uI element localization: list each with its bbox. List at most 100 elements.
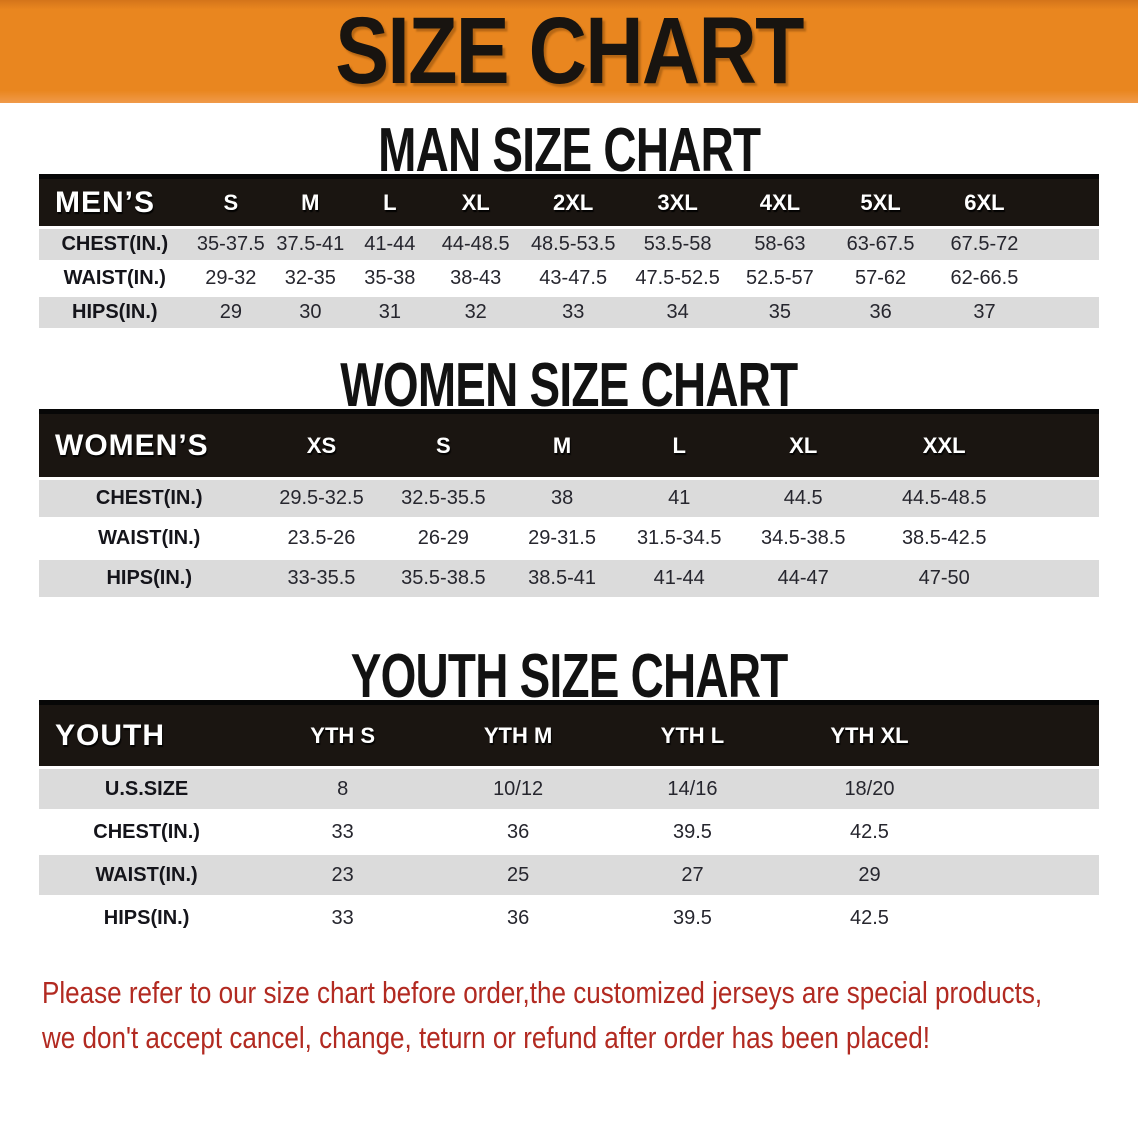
table-cell: 33 <box>254 812 432 855</box>
table-cell: 14/16 <box>605 769 780 812</box>
row-label: CHEST(IN.) <box>39 812 255 855</box>
table-cell: 47-50 <box>868 560 1020 600</box>
filler-cell <box>959 769 1099 812</box>
row-label: WAIST(IN.) <box>39 520 260 560</box>
table-row: WAIST(IN.) 23 25 27 29 <box>39 855 1099 898</box>
table-cell: 41-44 <box>349 229 431 263</box>
column-header: 6XL <box>931 174 1038 229</box>
table-cell: 18/20 <box>779 769 960 812</box>
table-cell: 35-38 <box>349 263 431 297</box>
column-header: XXL <box>868 409 1020 480</box>
filler-cell <box>959 812 1099 855</box>
table-row: CHEST(IN.) 33 36 39.5 42.5 <box>39 812 1099 855</box>
table-cell: 39.5 <box>605 812 780 855</box>
table-row: CHEST(IN.) 35-37.5 37.5-41 41-44 44-48.5… <box>39 229 1099 263</box>
table-row: HIPS(IN.) 29 30 31 32 33 34 35 36 37 <box>39 297 1099 331</box>
table-cell: 32.5-35.5 <box>383 480 504 520</box>
table-cell: 48.5-53.5 <box>521 229 626 263</box>
table-cell: 42.5 <box>779 812 960 855</box>
womens-corner-label: WOMEN’S <box>39 409 260 480</box>
table-cell: 31.5-34.5 <box>620 520 738 560</box>
table-cell: 63-67.5 <box>829 229 932 263</box>
table-cell: 38 <box>503 480 621 520</box>
column-header: 3XL <box>625 174 731 229</box>
disclaimer-line-2: we don't accept cancel, change, teturn o… <box>42 1020 931 1055</box>
column-header: S <box>190 174 272 229</box>
column-header: L <box>620 409 738 480</box>
column-header: XS <box>259 409 384 480</box>
table-cell: 34.5-38.5 <box>737 520 869 560</box>
mens-size-table: MEN’S S M L XL 2XL 3XL 4XL 5XL 6XL CHEST… <box>39 174 1099 331</box>
table-cell: 37.5-41 <box>271 229 350 263</box>
column-header: YTH L <box>605 700 780 769</box>
table-cell: 42.5 <box>779 898 960 941</box>
column-header: XL <box>737 409 869 480</box>
table-row: HIPS(IN.) 33-35.5 35.5-38.5 38.5-41 41-4… <box>39 560 1099 600</box>
filler-cell <box>959 898 1099 941</box>
table-cell: 37 <box>931 297 1038 331</box>
column-header: S <box>383 409 504 480</box>
column-header: YTH S <box>254 700 432 769</box>
order-disclaimer: Please refer to our size chart before or… <box>42 970 1138 1060</box>
table-cell: 33 <box>254 898 432 941</box>
table-cell: 36 <box>431 812 606 855</box>
womens-size-table: WOMEN’S XS S M L XL XXL CHEST(IN.) 29.5-… <box>39 409 1099 600</box>
table-cell: 52.5-57 <box>730 263 830 297</box>
table-cell: 47.5-52.5 <box>625 263 731 297</box>
column-header: M <box>271 174 350 229</box>
table-cell: 44.5 <box>737 480 869 520</box>
youth-size-table: YOUTH YTH S YTH M YTH L YTH XL U.S.SIZE … <box>39 700 1099 941</box>
row-label: HIPS(IN.) <box>39 560 260 600</box>
mens-corner-label: MEN’S <box>39 174 191 229</box>
table-cell: 38.5-41 <box>503 560 621 600</box>
table-cell: 29.5-32.5 <box>259 480 384 520</box>
table-cell: 35.5-38.5 <box>383 560 504 600</box>
row-label: WAIST(IN.) <box>39 855 255 898</box>
table-header-row: MEN’S S M L XL 2XL 3XL 4XL 5XL 6XL <box>39 174 1099 229</box>
filler-cell <box>1019 520 1099 560</box>
table-cell: 33-35.5 <box>259 560 384 600</box>
column-header: YTH M <box>431 700 606 769</box>
table-cell: 27 <box>605 855 780 898</box>
table-cell: 8 <box>254 769 432 812</box>
row-label: CHEST(IN.) <box>39 480 260 520</box>
filler-cell <box>1037 229 1099 263</box>
table-header-row: WOMEN’S XS S M L XL XXL <box>39 409 1099 480</box>
table-cell: 32 <box>430 297 522 331</box>
table-cell: 53.5-58 <box>625 229 731 263</box>
table-cell: 38-43 <box>430 263 522 297</box>
table-cell: 29-31.5 <box>503 520 621 560</box>
table-cell: 41-44 <box>620 560 738 600</box>
table-cell: 23 <box>254 855 432 898</box>
table-cell: 44-48.5 <box>430 229 522 263</box>
table-cell: 44-47 <box>737 560 869 600</box>
man-section-heading: MAN SIZE CHART <box>377 116 761 185</box>
women-section-heading: WOMEN SIZE CHART <box>340 351 798 420</box>
filler-cell <box>1019 480 1099 520</box>
filler-cell <box>1019 409 1099 480</box>
row-label: CHEST(IN.) <box>39 229 191 263</box>
table-row: WAIST(IN.) 23.5-26 26-29 29-31.5 31.5-34… <box>39 520 1099 560</box>
table-cell: 29-32 <box>190 263 272 297</box>
column-header: 2XL <box>521 174 626 229</box>
row-label: HIPS(IN.) <box>39 297 191 331</box>
disclaimer-line-1: Please refer to our size chart before or… <box>42 975 1043 1010</box>
row-label: HIPS(IN.) <box>39 898 255 941</box>
column-header: 5XL <box>829 174 932 229</box>
filler-cell <box>1019 560 1099 600</box>
table-row: WAIST(IN.) 29-32 32-35 35-38 38-43 43-47… <box>39 263 1099 297</box>
table-cell: 36 <box>829 297 932 331</box>
row-label: WAIST(IN.) <box>39 263 191 297</box>
table-cell: 30 <box>271 297 350 331</box>
filler-cell <box>1037 263 1099 297</box>
table-cell: 43-47.5 <box>521 263 626 297</box>
table-cell: 31 <box>349 297 431 331</box>
banner-title: SIZE CHART <box>335 0 804 104</box>
youth-section-heading: YOUTH SIZE CHART <box>350 642 789 711</box>
table-cell: 26-29 <box>383 520 504 560</box>
row-label: U.S.SIZE <box>39 769 255 812</box>
column-header: L <box>349 174 431 229</box>
filler-cell <box>959 700 1099 769</box>
table-cell: 41 <box>620 480 738 520</box>
table-cell: 33 <box>521 297 626 331</box>
